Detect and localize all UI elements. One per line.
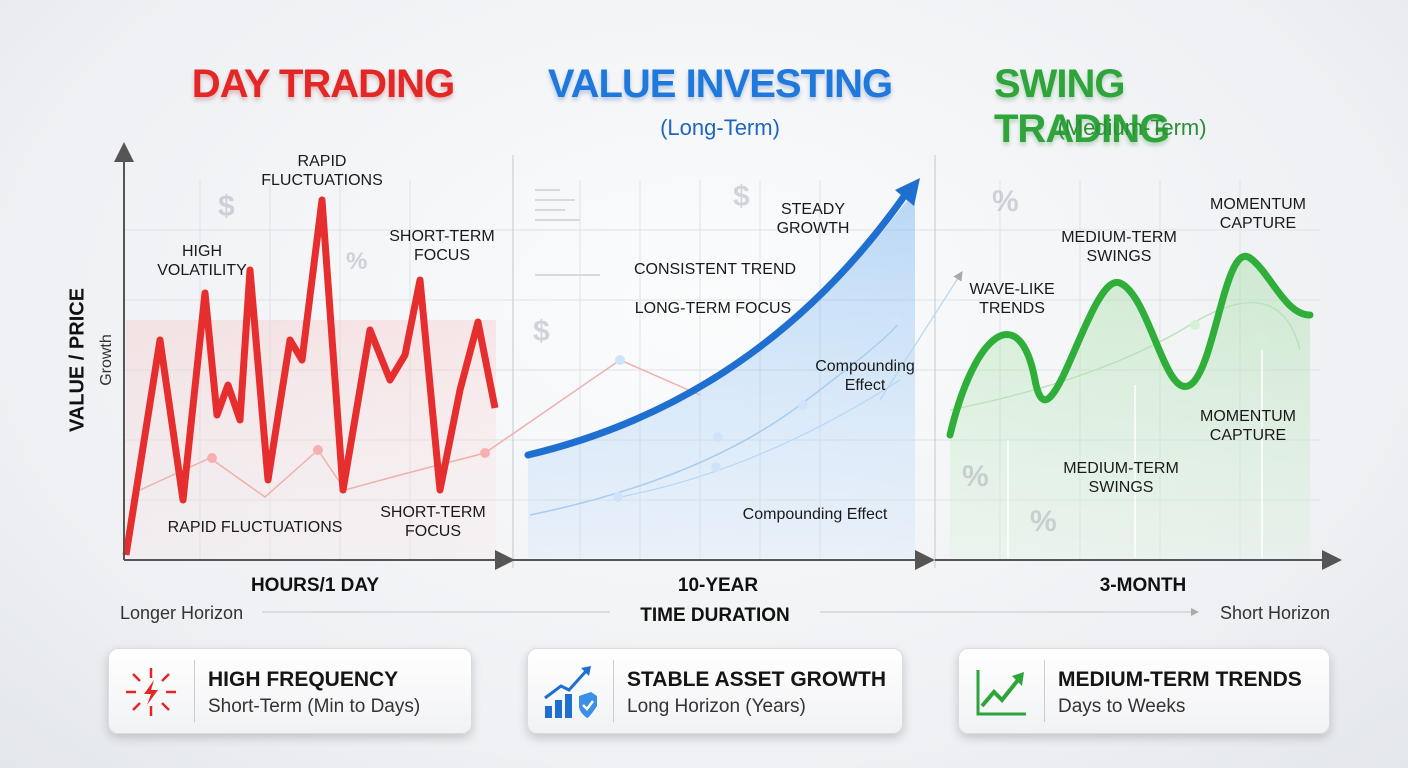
annotation-line: MEDIUM-TERM: [1061, 229, 1177, 246]
annotation: WAVE-LIKE TRENDS: [969, 280, 1054, 318]
annotation-line: FLUCTUATIONS: [261, 172, 383, 189]
up-arrows: [1007, 350, 1263, 558]
card-title: STABLE ASSET GROWTH: [627, 668, 886, 691]
annotation-line: WAVE-LIKE: [969, 281, 1055, 298]
card-icon: [126, 668, 176, 716]
trend-line: [529, 319, 901, 516]
x-label: HOURS/1 DAY: [250, 575, 380, 596]
horizon-left: Longer Horizon: [120, 603, 244, 623]
annotation: Compounding Effect: [743, 505, 888, 524]
annotation-line: MOMENTUM: [1210, 196, 1306, 213]
card-icon: [544, 666, 597, 718]
symbol: %: [962, 460, 989, 493]
annotation: MEDIUM-TERM SWINGS: [1061, 228, 1177, 266]
annotation-line: VOLATILITY: [157, 262, 247, 279]
x-axis-title: TIME DURATION: [640, 605, 790, 626]
annotation-line: RAPID FLUCTUATIONS: [167, 519, 343, 536]
card-subtitle: Days to Weeks: [1058, 696, 1186, 717]
annotation-line: Compounding Effect: [742, 506, 888, 523]
annotation: Compounding Effect: [815, 357, 915, 395]
annotation: SHORT-TERM FOCUS: [380, 503, 485, 541]
annotation: LONG-TERM FOCUS: [635, 299, 791, 318]
horizon-right: Short Horizon: [1219, 603, 1330, 623]
annotation-line: LONG-TERM FOCUS: [634, 300, 792, 317]
annotation-line: SWINGS: [1088, 479, 1154, 496]
annotation-line: TRENDS: [979, 300, 1045, 317]
x-label: 10-YEAR: [677, 575, 759, 596]
annotation: STEADY GROWTH: [777, 200, 850, 238]
annotation: HIGH VOLATILITY: [157, 242, 247, 280]
annotation: RAPID FLUCTUATIONS: [168, 518, 343, 537]
annotation-line: FOCUS: [404, 523, 461, 540]
annotation-line: Compounding: [815, 358, 915, 375]
annotation-line: Effect: [844, 377, 886, 394]
annotation-line: GROWTH: [776, 220, 850, 237]
annotation: MOMENTUM CAPTURE: [1200, 407, 1296, 445]
trend-line: [949, 301, 1301, 411]
symbol: %: [992, 185, 1019, 218]
symbol: %: [1030, 505, 1057, 538]
swing-area: [950, 256, 1310, 558]
annotation: MEDIUM-TERM SWINGS: [1063, 459, 1179, 497]
annotation-line: MEDIUM-TERM: [1063, 460, 1179, 477]
dots: [207, 315, 1267, 502]
section-title: VALUE INVESTING: [547, 62, 893, 106]
annotation: MOMENTUM CAPTURE: [1210, 195, 1306, 233]
card-icon: [976, 670, 1026, 716]
annotation-line: SWINGS: [1086, 248, 1152, 265]
card: HIGH FREQUENCY Short-Term (Min to Days): [108, 648, 472, 734]
symbol: %: [346, 248, 368, 275]
card-title: HIGH FREQUENCY: [208, 668, 399, 691]
trend-line: [619, 379, 901, 498]
annotation: SHORT-TERM FOCUS: [389, 227, 494, 265]
card: MEDIUM-TERM TRENDS Days to Weeks: [958, 648, 1330, 734]
annotation-line: SHORT-TERM: [389, 228, 495, 245]
symbol: $: [733, 180, 750, 213]
section-title: DAY TRADING: [191, 62, 455, 106]
annotation-line: CAPTURE: [1209, 427, 1287, 444]
annotation-line: SHORT-TERM: [380, 504, 486, 521]
symbol: $: [533, 315, 550, 348]
value-arrow-head: [895, 178, 920, 206]
decor-bars: [535, 189, 600, 276]
section-subtitle: (Long-Term): [660, 115, 780, 140]
annotation-line: HIGH: [181, 243, 222, 260]
card: STABLE ASSET GROWTH Long Horizon (Years): [527, 648, 903, 734]
swing-trading-line: [946, 252, 1314, 439]
x-label: 3-MONTH: [1099, 575, 1187, 596]
annotation-line: MOMENTUM: [1200, 408, 1296, 425]
annotation-line: CAPTURE: [1219, 215, 1297, 232]
annotation-line: CONSISTENT TREND: [633, 261, 797, 278]
trend-line: [879, 270, 963, 401]
annotation: RAPID FLUCTUATIONS: [261, 152, 382, 190]
day-trading-line: [122, 196, 499, 556]
section-title: SWING TRADING: [994, 62, 1170, 151]
card-title: MEDIUM-TERM TRENDS: [1058, 668, 1302, 691]
card-subtitle: Long Horizon (Years): [627, 696, 806, 717]
section-subtitle: (Medium-Term): [1057, 115, 1207, 140]
annotation-line: FOCUS: [413, 247, 470, 264]
symbol: $: [218, 190, 235, 223]
y-axis-label: VALUE / PRICE: [66, 287, 89, 433]
annotation: CONSISTENT TREND: [634, 260, 796, 279]
annotation-line: STEADY: [780, 201, 845, 218]
card-subtitle: Short-Term (Min to Days): [208, 696, 421, 717]
value-investing-line: [524, 191, 909, 459]
y-axis-sublabel: Growth: [98, 334, 115, 386]
annotation-line: RAPID: [297, 153, 347, 170]
